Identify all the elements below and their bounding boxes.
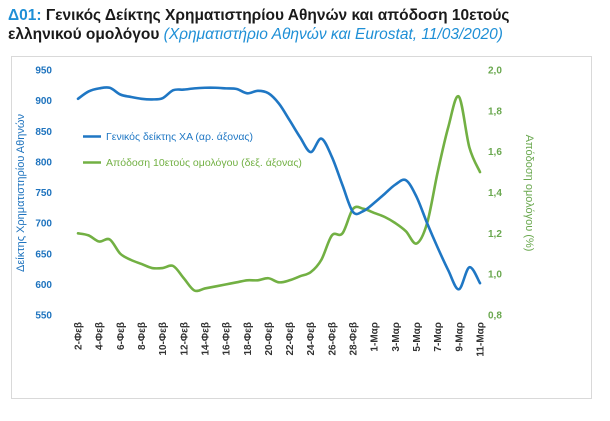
x-tick-label: 22-Φεβ: [285, 322, 296, 356]
x-tick-label: 9-Μαρ: [454, 322, 465, 352]
x-tick-label: 11-Μαρ: [476, 322, 487, 357]
x-tick-label: 2-Φεβ: [74, 322, 85, 350]
x-tick-label: 28-Φεβ: [349, 322, 360, 356]
y-left-tick-label: 650: [35, 249, 52, 260]
title-code: Δ01:: [8, 7, 42, 24]
chart-frame: [11, 56, 592, 399]
x-tick-label: 26-Φεβ: [327, 322, 338, 356]
x-tick-label: 7-Μαρ: [433, 322, 444, 352]
y-left-tick-label: 800: [35, 157, 52, 168]
y-right-tick-label: 1,4: [488, 188, 502, 199]
legend-label-bond: Απόδοση 10ετούς ομολόγου (δεξ. άξονας): [106, 157, 302, 169]
x-tick-label: 14-Φεβ: [200, 322, 211, 356]
x-tick-label: 24-Φεβ: [306, 322, 317, 356]
x-tick-label: 16-Φεβ: [222, 322, 233, 356]
x-tick-label: 6-Φεβ: [116, 322, 127, 350]
y-right-tick-label: 1,6: [488, 147, 502, 158]
x-tick-label: 1-Μαρ: [370, 322, 381, 352]
chart-title: Δ01: Γενικός Δείκτης Χρηματιστηρίου Αθην…: [8, 6, 604, 44]
x-tick-label: 12-Φεβ: [179, 322, 190, 356]
y-left-tick-label: 950: [35, 66, 52, 77]
title-main-line2: ελληνικού ομολόγου: [8, 26, 160, 43]
y-right-tick-label: 1,8: [488, 106, 502, 117]
y-left-tick-label: 700: [35, 219, 52, 230]
y-left-tick-label: 750: [35, 188, 52, 199]
y-axis-right-title: Απόδοση ομολόγου (%): [523, 135, 535, 252]
y-left-tick-label: 850: [35, 127, 52, 138]
y-left-tick-label: 550: [35, 311, 52, 322]
legend-label-index: Γενικός δείκτης ΧΑ (αρ. άξονας): [106, 131, 253, 143]
x-tick-label: 10-Φεβ: [158, 322, 169, 356]
title-main-line1: Γενικός Δείκτης Χρηματιστηρίου Αθηνών κα…: [45, 7, 510, 24]
y-axis-left-title: Δείκτης Χρηματιστηρίου Αθηνών: [15, 114, 27, 272]
title-source: (Χρηματιστήριο Αθηνών και Eurostat, 11/0…: [163, 26, 503, 43]
y-right-tick-label: 0,8: [488, 311, 502, 322]
y-left-tick-label: 600: [35, 280, 52, 291]
y-left-tick-label: 900: [35, 96, 52, 107]
y-right-tick-label: 1,0: [488, 270, 502, 281]
x-tick-label: 20-Φεβ: [264, 322, 275, 356]
x-tick-label: 8-Φεβ: [137, 322, 148, 350]
y-right-tick-label: 1,2: [488, 229, 502, 240]
x-tick-label: 4-Φεβ: [95, 322, 106, 350]
series-line-index: [76, 86, 482, 291]
x-tick-label: 5-Μαρ: [412, 322, 423, 352]
y-right-tick-label: 2,0: [488, 66, 502, 77]
series-line-bond: [76, 95, 482, 293]
x-tick-label: 3-Μαρ: [391, 322, 402, 352]
x-tick-label: 18-Φεβ: [243, 322, 254, 356]
